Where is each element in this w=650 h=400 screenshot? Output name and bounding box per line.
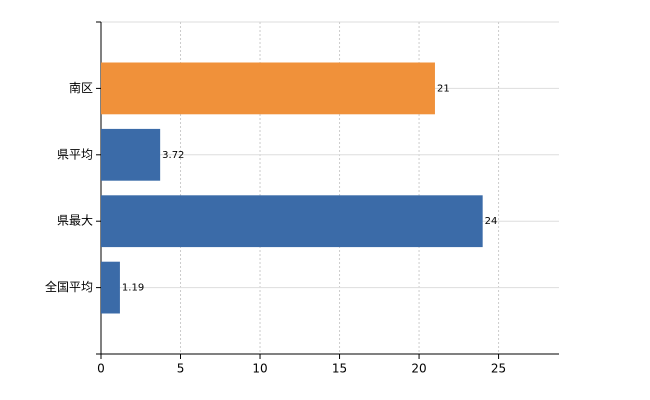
bar bbox=[101, 62, 435, 115]
y-tick-label: 南区 bbox=[69, 80, 93, 95]
bar bbox=[101, 195, 483, 248]
x-tick-label: 10 bbox=[252, 362, 267, 376]
x-tick-label: 25 bbox=[491, 362, 506, 376]
value-label: 24 bbox=[485, 216, 498, 227]
y-tick-label: 県平均 bbox=[57, 147, 93, 161]
x-tick-label: 15 bbox=[332, 362, 347, 376]
bar bbox=[101, 261, 120, 314]
value-label: 3.72 bbox=[162, 150, 184, 161]
x-tick-label: 5 bbox=[177, 362, 185, 376]
x-tick-label: 20 bbox=[411, 362, 426, 376]
bar bbox=[101, 128, 161, 181]
y-tick-label: 全国平均 bbox=[45, 279, 93, 294]
y-tick-label: 県最大 bbox=[57, 214, 93, 228]
value-label: 21 bbox=[437, 83, 450, 94]
value-label: 1.19 bbox=[122, 283, 144, 294]
x-tick-label: 0 bbox=[97, 362, 105, 376]
